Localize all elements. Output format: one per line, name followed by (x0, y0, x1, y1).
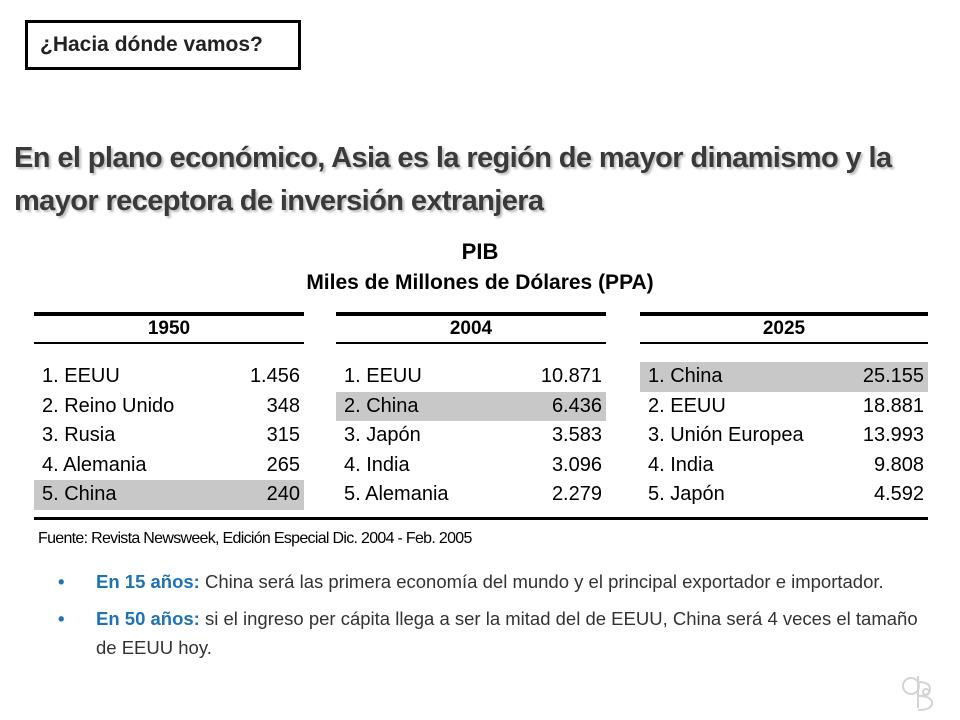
source-note: Fuente: Revista Newsweek, Edición Especi… (38, 530, 472, 547)
column-top-rule (34, 312, 304, 316)
gdp-value: 10.871 (540, 365, 602, 388)
country-label: 1. EEUU (42, 365, 120, 388)
gdp-value: 1.456 (249, 365, 300, 388)
country-label: 3. Unión Europea (648, 424, 804, 447)
table-column-2004: 2004 1. EEUU 10.871 2. China 6.436 3. Japó… (336, 312, 606, 510)
gdp-value: 13.993 (862, 424, 924, 447)
table-row: 4. India 3.096 (336, 451, 606, 481)
bullet-lead: En 50 años: (96, 608, 200, 629)
slide-title: ¿Hacia dónde vamos? (25, 20, 301, 70)
country-label: 1. EEUU (344, 365, 422, 388)
gdp-value: 240 (266, 483, 300, 506)
country-label: 2. EEUU (648, 394, 726, 417)
column-header-rule (336, 342, 606, 344)
column-top-rule (640, 312, 928, 316)
country-label: 2. China (344, 394, 419, 417)
country-label: 5. China (42, 483, 117, 506)
table-row: 3. Rusia 315 (34, 421, 304, 451)
column-year: 1950 (147, 318, 191, 339)
table-row-highlighted: 2. China 6.436 (336, 391, 606, 421)
table-title: PIB (461, 239, 499, 264)
gdp-value: 4.592 (873, 483, 924, 506)
table-row: 5. Alemania 2.279 (336, 480, 606, 510)
table-row: 3. Japón 3.583 (336, 421, 606, 451)
table-row: 4. Alemania 265 (34, 451, 304, 481)
table-bottom-rule (34, 517, 928, 520)
gdp-value: 3.583 (551, 424, 602, 447)
country-label: 5. Alemania (344, 483, 449, 506)
bullet-item: • En 50 años: si el ingreso per cápita l… (58, 604, 918, 662)
table-row: 1. EEUU 1.456 (34, 362, 304, 392)
bullet-lead: En 15 años: (96, 571, 200, 592)
bullet-marker: • (58, 571, 65, 592)
table-row: 5. Japón 4.592 (640, 480, 928, 510)
column-header-rule (34, 342, 304, 344)
gdp-value: 265 (266, 453, 300, 476)
gdp-value: 18.881 (862, 394, 924, 417)
bullet-marker: • (58, 608, 65, 629)
column-header-rule (640, 342, 928, 344)
country-label: 4. India (648, 453, 714, 476)
headline: En el plano económico, Asia es la región… (14, 137, 944, 223)
logo-watermark-icon (902, 676, 934, 711)
column-top-rule (336, 312, 606, 316)
country-label: 4. India (344, 453, 410, 476)
bullet-list: • En 15 años: China será las primera eco… (58, 567, 918, 670)
country-label: 3. Japón (344, 424, 421, 447)
table-column-2025: 2025 1. China 25.155 2. EEUU 18.881 3. Uni… (640, 312, 928, 510)
gdp-value: 25.155 (862, 365, 924, 388)
gdp-value: 2.279 (551, 483, 602, 506)
table-row: 1. EEUU 10.871 (336, 362, 606, 392)
country-label: 4. Alemania (42, 453, 147, 476)
table-row: 3. Unión Europea 13.993 (640, 421, 928, 451)
table-row-highlighted: 5. China 240 (34, 480, 304, 510)
gdp-value: 6.436 (551, 394, 602, 417)
table-row: 2. EEUU 18.881 (640, 392, 928, 422)
bullet-item: • En 15 años: China será las primera eco… (58, 567, 918, 596)
bullet-text: China será las primera economía del mund… (199, 571, 884, 592)
country-label: 5. Japón (648, 483, 725, 506)
table-subtitle: Miles de Millones de Dólares (PPA) (306, 271, 654, 294)
table-row-highlighted: 1. China 25.155 (640, 362, 928, 392)
gdp-value: 3.096 (551, 453, 602, 476)
headline-line-2: mayor receptora de inversión extranjera (14, 185, 544, 217)
column-year: 2004 (449, 318, 493, 339)
headline-line-1: En el plano económico, Asia es la región… (14, 142, 892, 174)
gdp-value: 348 (266, 394, 300, 417)
table-column-1950: 1950 1. EEUU 1.456 2. Reino Unido 348 3. R… (34, 312, 304, 510)
gdp-value: 9.808 (873, 453, 924, 476)
bullet-text: si el ingreso per cápita llega a ser la … (96, 608, 918, 658)
table-row: 4. India 9.808 (640, 451, 928, 481)
table-row: 2. Reino Unido 348 (34, 392, 304, 422)
column-year: 2025 (762, 318, 806, 339)
country-label: 3. Rusia (42, 424, 116, 447)
country-label: 2. Reino Unido (42, 394, 175, 417)
country-label: 1. China (648, 365, 723, 388)
gdp-value: 315 (266, 424, 300, 447)
